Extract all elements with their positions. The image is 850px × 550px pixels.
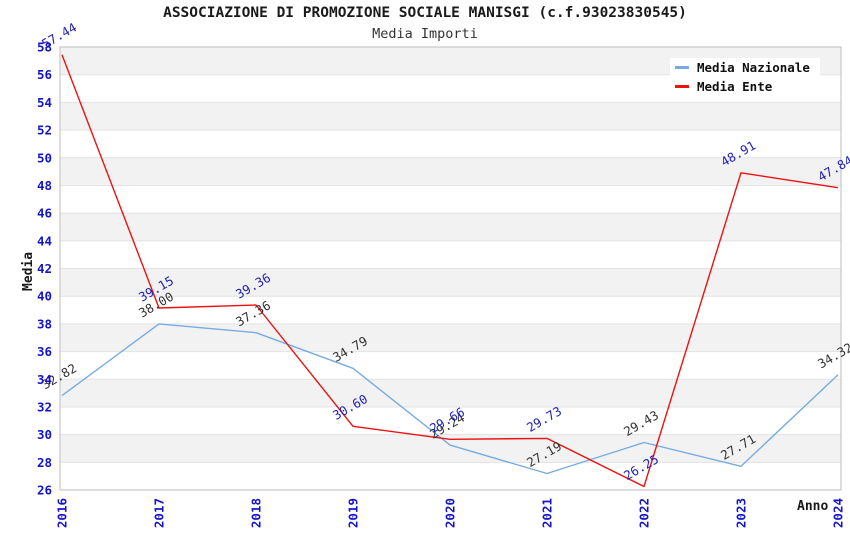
- y-tick-label: 52: [37, 123, 52, 138]
- y-tick-label: 58: [37, 40, 52, 55]
- y-tick-label: 46: [37, 206, 52, 221]
- y-tick-label: 54: [37, 95, 52, 110]
- plot-border: [59, 46, 842, 491]
- legend-label-nazionale: Media Nazionale: [697, 60, 810, 75]
- point-label: 29.73: [524, 403, 564, 435]
- x-tick-label: 2024: [831, 498, 846, 528]
- chart-subtitle: Media Importi: [372, 26, 478, 42]
- legend-label-ente: Media Ente: [697, 79, 773, 94]
- legend-item-media-nazionale: Media Nazionale: [670, 58, 820, 77]
- y-axis-title: Media: [21, 251, 36, 291]
- series-line-media-nazionale: [61, 323, 839, 475]
- x-tick-label: 2016: [55, 498, 70, 528]
- x-tick-label: 2019: [346, 498, 361, 528]
- y-tick-label: 36: [37, 344, 52, 359]
- grid-band: [60, 102, 841, 131]
- x-axis-title: Anno: [797, 499, 829, 514]
- x-tick-label: 2017: [152, 498, 167, 528]
- x-tick-label: 2020: [443, 498, 458, 528]
- series-line-media-ente: [61, 54, 839, 488]
- grid-band: [60, 157, 841, 186]
- grid-band: [60, 323, 841, 352]
- x-tick-label: 2022: [637, 498, 652, 528]
- legend: Media Nazionale Media Ente: [670, 58, 820, 96]
- y-tick-label: 26: [37, 483, 52, 498]
- y-tick-label: 30: [37, 427, 52, 442]
- legend-item-media-ente: Media Ente: [670, 77, 783, 96]
- y-tick-label: 38: [37, 316, 52, 331]
- y-tick-label: 48: [37, 178, 52, 193]
- y-tick-label: 28: [37, 455, 52, 470]
- y-tick-label: 32: [37, 399, 52, 414]
- y-tick-label: 42: [37, 261, 52, 276]
- x-tick-label: 2021: [540, 498, 555, 528]
- legend-line-swatch-nazionale: [675, 66, 689, 69]
- y-tick-label: 50: [37, 150, 52, 165]
- y-tick-label: 34: [37, 372, 52, 387]
- y-tick-label: 44: [37, 233, 52, 248]
- chart-title: ASSOCIAZIONE DI PROMOZIONE SOCIALE MANIS…: [163, 5, 687, 21]
- legend-line-swatch-ente: [675, 85, 689, 88]
- grid-band: [60, 213, 841, 241]
- grid-band: [60, 379, 841, 407]
- x-tick-label: 2018: [249, 498, 264, 528]
- y-tick-label: 56: [37, 67, 52, 82]
- x-tick-label: 2023: [734, 498, 749, 528]
- y-tick-label: 40: [37, 289, 52, 304]
- grid-band: [60, 268, 841, 297]
